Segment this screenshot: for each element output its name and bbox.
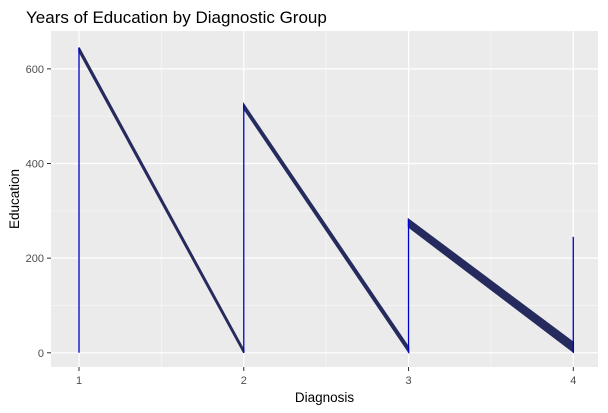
x-tick-label: 4 bbox=[570, 375, 576, 387]
axis-ticks: 1 2 3 4 0 200 400 600 bbox=[26, 64, 577, 387]
minor-gridlines bbox=[51, 31, 598, 367]
x-axis-title: Diagnosis bbox=[295, 390, 355, 405]
y-tick-label: 0 bbox=[38, 348, 44, 360]
x-tick-label: 2 bbox=[241, 375, 247, 387]
y-tick-label: 400 bbox=[26, 159, 44, 171]
chart-title: Years of Education by Diagnostic Group bbox=[26, 8, 327, 27]
y-axis-title: Education bbox=[7, 169, 22, 229]
plot-panel bbox=[51, 31, 598, 367]
y-tick-label: 600 bbox=[26, 64, 44, 76]
x-tick-label: 1 bbox=[76, 375, 82, 387]
y-tick-label: 200 bbox=[26, 253, 44, 265]
x-tick-label: 3 bbox=[405, 375, 411, 387]
data-marks bbox=[78, 47, 575, 355]
